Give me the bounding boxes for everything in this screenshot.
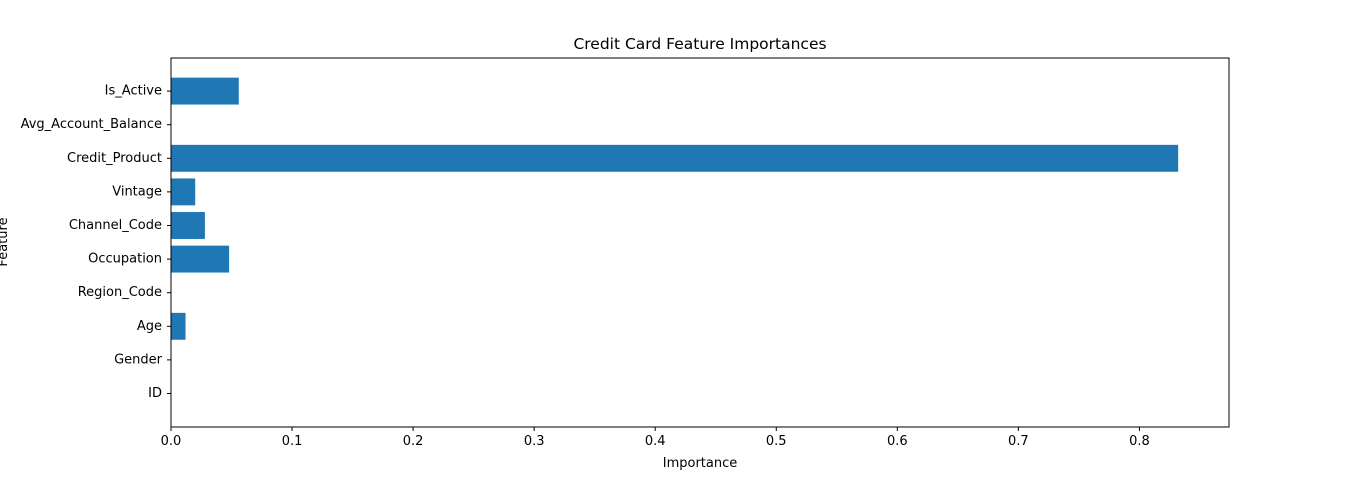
plot-frame xyxy=(170,57,1230,428)
y-axis-ticks: ID Gender Age Region_Code Occupation Channel_… xyxy=(21,84,171,401)
y-tick-label: Channel_Code xyxy=(69,218,162,233)
y-tick-label: Vintage xyxy=(112,184,162,199)
x-tick-label: 0.8 xyxy=(1129,434,1150,449)
bars-layer xyxy=(171,77,1179,340)
y-tick-label: ID xyxy=(148,386,162,401)
y-tick-label: Occupation xyxy=(88,252,162,267)
x-tick-label: 0.2 xyxy=(403,434,424,449)
x-tick-label: 0.3 xyxy=(524,434,545,449)
y-tick-label: Gender xyxy=(114,352,163,367)
y-tick-label: Credit_Product xyxy=(67,151,162,166)
x-axis-label: Importance xyxy=(663,456,738,471)
y-axis-label: Feature xyxy=(0,217,11,266)
y-tick-label: Is_Active xyxy=(105,84,162,99)
x-tick-label: 0.7 xyxy=(1008,434,1029,449)
y-tick-label: Age xyxy=(137,319,162,334)
bar-occupation xyxy=(171,245,230,273)
x-tick-label: 0.0 xyxy=(161,434,182,449)
x-tick-label: 0.1 xyxy=(282,434,303,449)
x-tick-label: 0.4 xyxy=(645,434,666,449)
bar-credit-product xyxy=(171,144,1179,172)
y-tick-label: Avg_Account_Balance xyxy=(21,117,162,132)
bar-channel-code xyxy=(171,212,205,239)
x-axis-ticks: 0.0 0.1 0.2 0.3 0.4 0.5 0.6 0.7 0.8 xyxy=(161,427,1150,449)
x-tick-label: 0.5 xyxy=(766,434,787,449)
bar-is-active xyxy=(171,77,239,105)
bar-age xyxy=(171,312,186,340)
chart-title: Credit Card Feature Importances xyxy=(573,35,826,53)
x-tick-label: 0.6 xyxy=(887,434,908,449)
y-tick-label: Region_Code xyxy=(78,285,162,300)
bar-vintage xyxy=(171,178,196,206)
